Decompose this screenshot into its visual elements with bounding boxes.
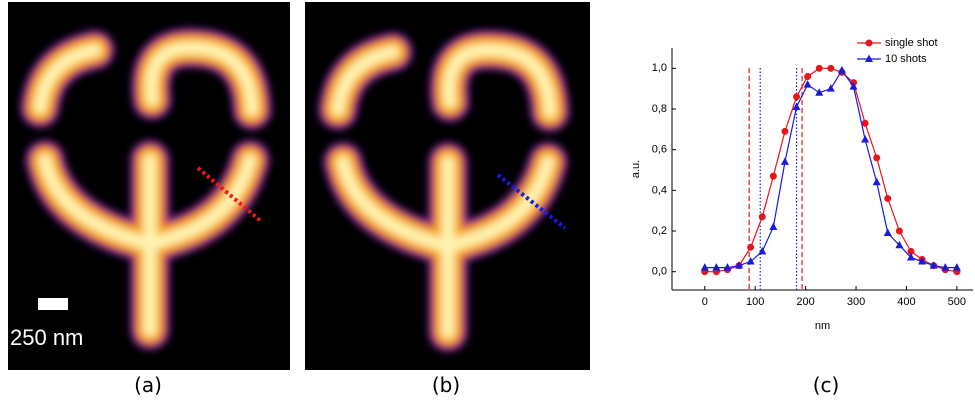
image-a: 250 nm	[8, 2, 290, 370]
y-axis-label: a.u.	[630, 160, 642, 178]
point	[723, 263, 732, 271]
point	[781, 127, 789, 135]
legend-marker	[865, 54, 873, 62]
series-line	[704, 69, 957, 269]
y-tick-label: 0,4	[652, 184, 667, 196]
point	[780, 157, 789, 165]
point	[929, 261, 938, 269]
point	[758, 246, 767, 255]
image-b	[305, 2, 590, 370]
plot: 0,0 0,2 0,4 0,6 0,8 1,0 0 100 200 300 400 500 nm a.u.…	[630, 37, 973, 332]
x-tick-label: 100	[746, 296, 764, 308]
x-axis-label: nm	[815, 320, 830, 332]
point	[793, 93, 801, 101]
x-tick-label: 200	[796, 296, 814, 308]
point	[758, 213, 766, 221]
point	[872, 177, 881, 186]
point	[873, 154, 881, 162]
panel-label: (a)	[134, 373, 162, 397]
point	[803, 80, 812, 88]
y-tick-label: 0,6	[652, 144, 667, 156]
point	[769, 172, 777, 180]
point	[941, 263, 950, 271]
scale-bar-label: 250 nm	[10, 325, 83, 350]
point	[849, 82, 858, 90]
point	[861, 135, 870, 143]
legend-label: single shot	[885, 37, 938, 49]
point	[735, 261, 744, 269]
point	[815, 88, 824, 96]
point	[792, 102, 801, 110]
point	[837, 65, 846, 74]
point	[700, 263, 709, 271]
panel-label: (c)	[813, 373, 840, 397]
panel-label: (b)	[432, 373, 460, 397]
point	[827, 64, 835, 72]
point	[906, 252, 915, 261]
legend-label: 10 shots	[885, 53, 927, 65]
y-tick-label: 0,8	[652, 103, 667, 115]
x-tick-label: 500	[948, 296, 966, 308]
point	[895, 227, 903, 235]
x-tick-label: 0	[702, 296, 708, 308]
y-tick-label: 1,0	[652, 62, 667, 74]
y-tick-label: 0,0	[652, 266, 667, 278]
point	[907, 247, 915, 255]
point	[952, 263, 961, 271]
point	[883, 228, 892, 237]
legend-marker	[865, 39, 873, 47]
point	[815, 64, 823, 72]
point	[712, 263, 721, 271]
y-tick-label: 0,2	[652, 225, 667, 237]
point	[884, 194, 892, 202]
x-tick-label: 300	[847, 296, 865, 308]
series-line	[704, 67, 957, 273]
point	[826, 84, 835, 92]
x-tick-label: 400	[897, 296, 915, 308]
point	[861, 119, 869, 127]
point	[746, 257, 755, 265]
point	[895, 240, 904, 249]
point	[918, 257, 927, 265]
point	[769, 222, 778, 230]
point	[747, 243, 755, 251]
point	[804, 72, 812, 80]
